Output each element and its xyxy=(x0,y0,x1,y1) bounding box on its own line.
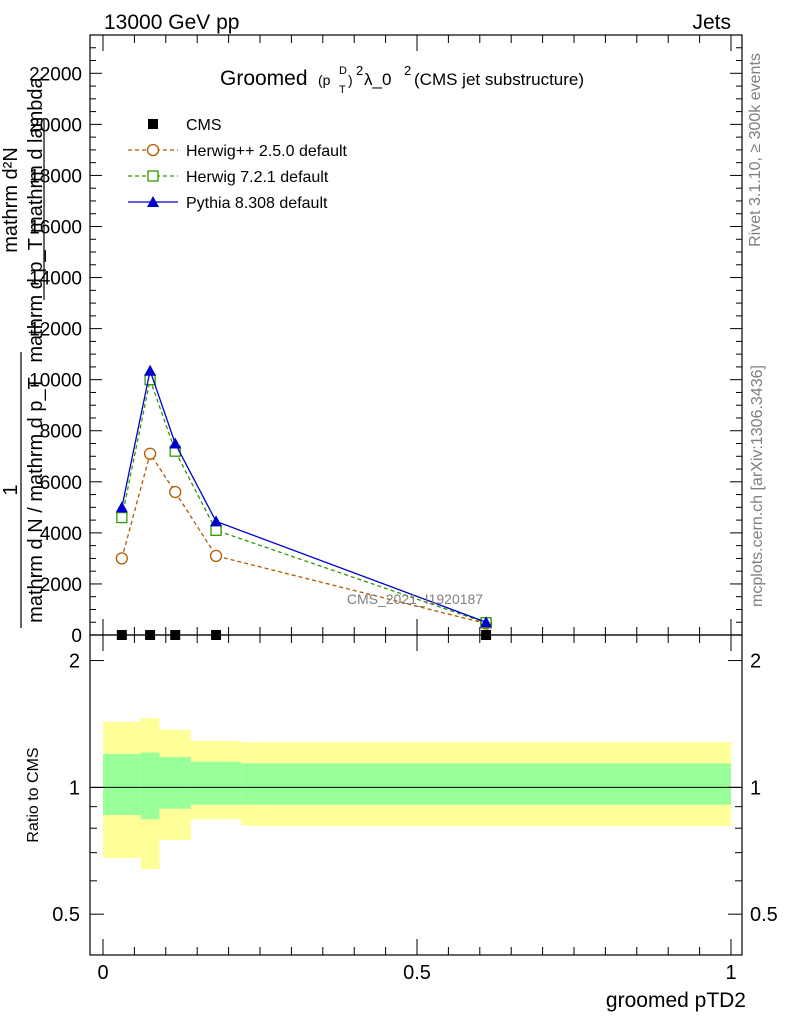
legend-label-herwig7: Herwig 7.2.1 default xyxy=(186,169,329,186)
data-point-pythia xyxy=(169,437,182,449)
ratio-y-axis: 0.5 0.5 1 1 2 2 xyxy=(52,651,778,927)
data-point-pythia xyxy=(210,515,223,527)
main-series xyxy=(115,364,493,640)
data-point-herwigpp xyxy=(143,447,157,460)
ratio-inner-band xyxy=(103,754,141,815)
category-label: Jets xyxy=(692,11,731,34)
data-point-pythia xyxy=(115,501,128,513)
title-sup-d: D xyxy=(339,65,347,77)
ratio-y-axis-label: Ratio to CMS xyxy=(25,747,42,842)
data-point-pythia xyxy=(480,616,493,628)
legend-marker-herwig7 xyxy=(147,170,159,182)
legend-marker-cms xyxy=(148,119,158,129)
ratio-inner-band xyxy=(241,763,731,805)
legend-label-cms: CMS xyxy=(186,117,222,134)
main-y-axis-label: 1 mathrm d²N mathrm d p_T mathrm d lambd… xyxy=(0,76,47,628)
legend-marker-pythia xyxy=(147,196,159,207)
mcplots-label: mcplots.cern.ch [arXiv:1306.3436] xyxy=(749,365,766,607)
y-tick-label: 6000 xyxy=(40,473,82,494)
ratio-inner-band xyxy=(140,752,160,820)
y-tick-label: 22000 xyxy=(29,64,82,85)
ratio-tick-label-right: 0.5 xyxy=(750,904,778,926)
y-tick-label: 2000 xyxy=(40,575,82,596)
y-tick-label: 20000 xyxy=(29,115,82,136)
legend-item-herwig7: Herwig 7.2.1 default xyxy=(128,169,329,186)
title-sup-2: 2 xyxy=(356,63,363,78)
y-tick-label: 16000 xyxy=(29,217,82,238)
analysis-watermark: CMS_2021_I1920187 xyxy=(347,591,483,607)
data-point-herwig7 xyxy=(210,524,222,536)
ylabel-mid: mathrm d p_T mathrm d lambda xyxy=(25,76,47,362)
data-point-herwigpp xyxy=(115,552,128,565)
legend-item-pythia: Pythia 8.308 default xyxy=(128,195,328,212)
ratio-tick-label-right: 1 xyxy=(750,777,761,799)
x-tick-label: 0.5 xyxy=(403,962,431,984)
x-axis: 0 0.5 1 xyxy=(97,35,737,984)
series-line-2 xyxy=(121,377,487,624)
ratio-tick-label: 1 xyxy=(69,777,80,799)
legend-label-herwigpp: Herwig++ 2.5.0 default xyxy=(186,143,348,160)
title-rest: (CMS jet substructure) xyxy=(414,70,584,89)
main-panel: 0 2000 4000 6000 8000 10000 12000 14000 16000 180… xyxy=(0,34,743,647)
data-point-herwigpp xyxy=(169,485,182,499)
ratio-panel: 0.5 0.51 12 2 0 0.5 1 Ratio to CMS groomed pT… xyxy=(25,35,778,1012)
ylabel-bottom: mathrm d N / mathrm d p_T xyxy=(25,377,47,623)
y-tick-label: 12000 xyxy=(29,320,82,341)
ratio-tick-label: 0.5 xyxy=(52,904,80,926)
ylabel-numerator: 1 xyxy=(0,484,22,495)
y-tick-label: 4000 xyxy=(40,524,82,545)
title-main: Groomed xyxy=(220,67,308,90)
x-tick-label: 0 xyxy=(97,962,108,984)
legend-marker-herwigpp xyxy=(146,143,160,157)
ratio-bands xyxy=(103,718,731,870)
data-point-pythia xyxy=(144,364,157,376)
chart-title: Groomed (p D T ) 2 λ_0 2 (CMS jet substr… xyxy=(220,63,584,96)
y-tick-label: 14000 xyxy=(29,269,82,290)
data-point-herwigpp xyxy=(209,549,223,563)
x-tick-label: 1 xyxy=(725,962,736,984)
data-point-herwig7 xyxy=(116,511,128,524)
rivet-label: Rivet 3.1.10, ≥ 300k events xyxy=(747,53,764,247)
main-y-axis: 0 2000 4000 6000 8000 10000 12000 14000 16000 180… xyxy=(29,47,742,647)
title-close: ) xyxy=(348,72,353,88)
legend-label-pythia: Pythia 8.308 default xyxy=(186,195,328,212)
ylabel-top: mathrm d²N xyxy=(0,147,22,253)
x-axis-label: groomed pTD2 xyxy=(606,989,746,1012)
ratio-inner-band xyxy=(159,757,191,809)
y-tick-label: 10000 xyxy=(29,371,82,392)
legend-item-cms: CMS xyxy=(148,117,222,134)
ratio-inner-band xyxy=(190,761,242,805)
legend: CMS Herwig++ 2.5.0 default Herwig 7.2.1 … xyxy=(128,117,348,212)
energy-label: 13000 GeV pp xyxy=(104,11,239,34)
y-tick-label: 8000 xyxy=(40,422,82,443)
y-tick-label: 18000 xyxy=(29,166,82,187)
y-tick-label: 0 xyxy=(71,626,82,647)
ratio-tick-label: 2 xyxy=(69,651,80,673)
legend-item-herwigpp: Herwig++ 2.5.0 default xyxy=(128,143,348,160)
title-lambda: λ_0 xyxy=(364,70,391,89)
ratio-frame xyxy=(89,634,743,956)
title-sup-2b: 2 xyxy=(404,63,411,78)
title-open: (p xyxy=(318,72,331,88)
ratio-tick-label-right: 2 xyxy=(750,651,761,673)
title-sub-t: T xyxy=(339,84,346,96)
